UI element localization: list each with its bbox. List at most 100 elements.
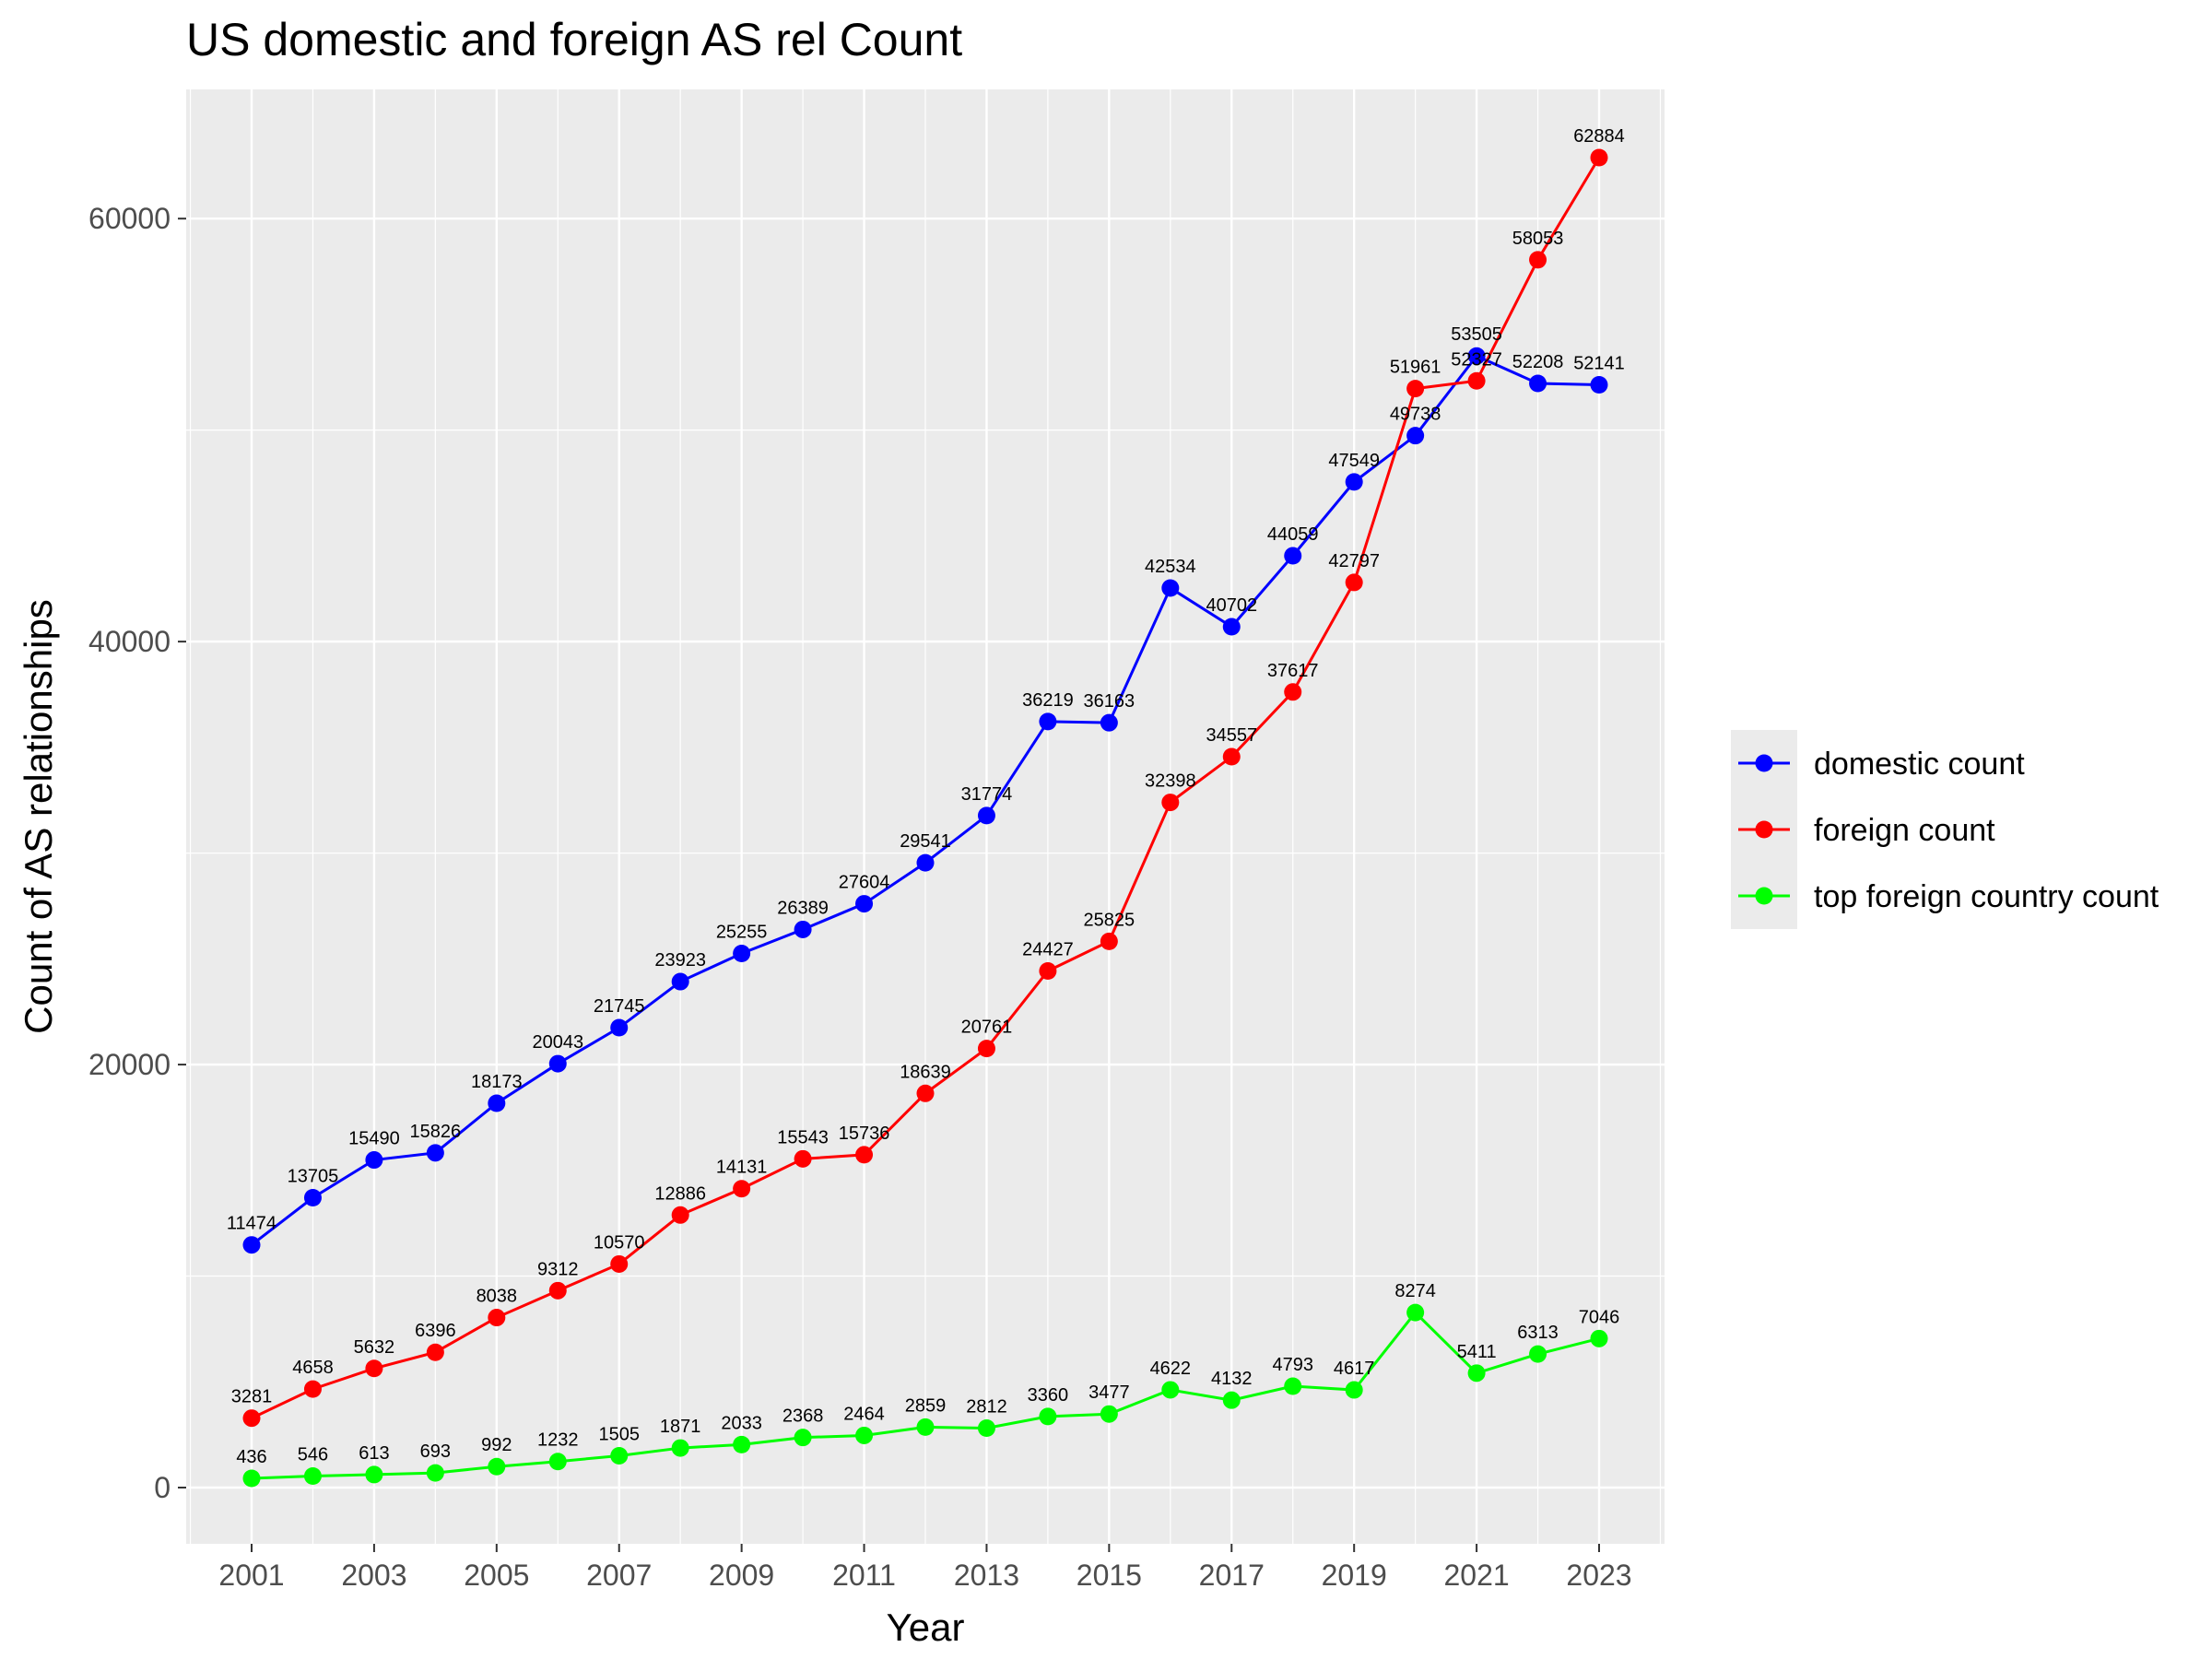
- data-label: 4617: [1334, 1359, 1375, 1379]
- y-tick-label: 0: [154, 1471, 171, 1504]
- data-point: [1345, 473, 1363, 491]
- data-point: [488, 1094, 506, 1112]
- data-label: 4622: [1150, 1359, 1192, 1379]
- data-label: 24427: [1022, 939, 1074, 959]
- data-point: [1100, 1405, 1118, 1423]
- data-point: [794, 1149, 812, 1168]
- data-label: 8274: [1394, 1281, 1436, 1301]
- data-point: [1284, 547, 1302, 565]
- y-tick-label: 40000: [88, 625, 171, 658]
- data-point: [1590, 1329, 1608, 1347]
- data-label: 1505: [598, 1424, 640, 1444]
- data-label: 62884: [1573, 126, 1625, 147]
- data-point: [916, 853, 935, 872]
- data-label: 992: [481, 1435, 512, 1455]
- data-label: 29541: [900, 831, 951, 852]
- data-label: 4658: [292, 1358, 334, 1378]
- data-label: 15826: [410, 1122, 462, 1142]
- data-point: [365, 1151, 383, 1170]
- data-label: 34557: [1206, 725, 1257, 746]
- data-label: 20043: [532, 1032, 583, 1053]
- data-label: 49738: [1390, 405, 1441, 425]
- data-point: [426, 1144, 444, 1162]
- data-label: 44059: [1267, 524, 1319, 545]
- x-tick-label: 2023: [1566, 1559, 1631, 1592]
- major-gridlines: [186, 89, 1665, 1544]
- data-point: [855, 1146, 874, 1164]
- data-label: 52141: [1573, 354, 1625, 374]
- data-label: 9312: [537, 1259, 579, 1279]
- data-label: 36219: [1022, 690, 1074, 711]
- data-label: 4793: [1272, 1355, 1313, 1375]
- legend-label: top foreign country count: [1814, 879, 2159, 914]
- data-point: [426, 1464, 444, 1482]
- data-point: [548, 1453, 567, 1471]
- data-point: [1284, 1377, 1302, 1395]
- data-point: [977, 1418, 995, 1437]
- data-point: [1590, 148, 1608, 167]
- legend: domestic count foreign count top foreign c…: [1731, 730, 2159, 929]
- data-label: 25255: [716, 922, 768, 942]
- data-label: 18173: [471, 1072, 523, 1092]
- data-label: 20761: [961, 1018, 1013, 1038]
- data-label: 37617: [1267, 661, 1319, 681]
- data-label: 36163: [1084, 691, 1135, 712]
- data-point: [916, 1418, 935, 1436]
- data-point: [488, 1309, 506, 1327]
- data-point: [1406, 380, 1425, 398]
- x-tick-label: 2013: [954, 1559, 1019, 1592]
- x-axis-title: Year: [887, 1606, 965, 1649]
- data-point: [426, 1343, 444, 1361]
- data-point: [365, 1359, 383, 1378]
- data-label: 6313: [1517, 1323, 1559, 1343]
- data-label: 53505: [1451, 324, 1502, 345]
- data-point: [610, 1254, 629, 1273]
- data-label: 18639: [900, 1062, 951, 1082]
- data-label: 10570: [594, 1232, 645, 1253]
- data-point: [610, 1018, 629, 1037]
- data-point: [1222, 1391, 1241, 1409]
- data-label: 51961: [1390, 358, 1441, 378]
- data-label: 6396: [415, 1321, 456, 1341]
- data-label: 12886: [654, 1183, 706, 1204]
- data-point: [1467, 347, 1486, 365]
- data-point: [1590, 376, 1608, 394]
- legend-key-point: [1755, 754, 1773, 772]
- data-point: [1284, 683, 1302, 701]
- data-label: 52208: [1512, 352, 1564, 372]
- data-label: 5411: [1457, 1342, 1497, 1362]
- data-point: [794, 1429, 812, 1447]
- data-point: [548, 1281, 567, 1300]
- data-point: [977, 1040, 995, 1058]
- data-point: [1222, 747, 1241, 766]
- data-point: [1406, 427, 1425, 445]
- data-label: 31774: [961, 784, 1013, 805]
- data-label: 15736: [839, 1124, 890, 1144]
- data-label: 47549: [1328, 451, 1380, 471]
- data-point: [1100, 713, 1118, 732]
- x-tick-label: 2011: [832, 1559, 896, 1592]
- data-point: [1406, 1303, 1425, 1322]
- data-label: 5632: [354, 1337, 395, 1358]
- data-point: [303, 1466, 322, 1485]
- data-point: [1161, 1381, 1180, 1399]
- data-label: 1232: [537, 1430, 579, 1451]
- data-point: [1345, 1381, 1363, 1399]
- data-label: 2859: [905, 1395, 947, 1416]
- x-tick-label: 2009: [709, 1559, 774, 1592]
- data-label: 25825: [1084, 910, 1135, 930]
- data-point: [1467, 1364, 1486, 1382]
- data-label: 4132: [1211, 1369, 1253, 1389]
- data-label: 52327: [1451, 349, 1502, 370]
- data-label: 26389: [777, 898, 829, 918]
- data-point: [242, 1469, 261, 1488]
- x-axis: 2001 2003 2005 2007 2009 2011 2013 2015 2017 2019…: [218, 1544, 1632, 1592]
- y-tick-label: 20000: [88, 1048, 171, 1081]
- data-point: [303, 1189, 322, 1207]
- minor-gridlines: [186, 89, 1665, 1544]
- legend-key-point: [1755, 820, 1773, 839]
- data-label: 15490: [348, 1129, 400, 1149]
- data-point: [1467, 371, 1486, 390]
- point-labels: 11474 13705 15490 15826 18173 20043 21745 23923…: [227, 126, 1625, 1467]
